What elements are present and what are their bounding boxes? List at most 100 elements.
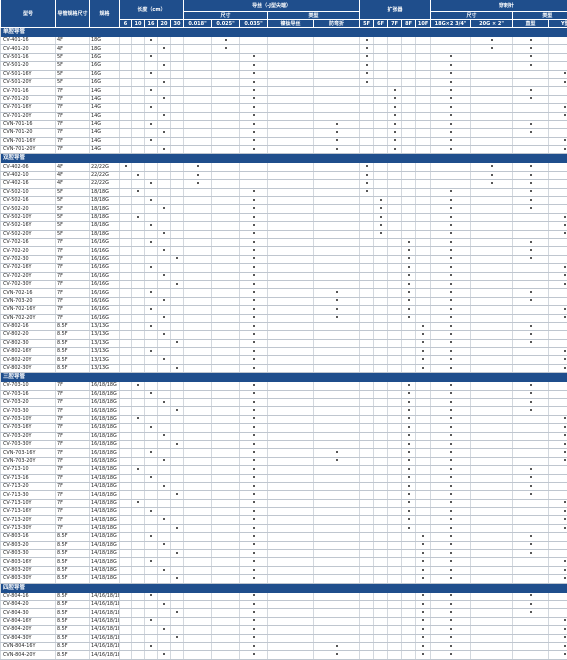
spec-cell [388, 482, 402, 490]
spec-cell [431, 137, 471, 145]
spec-cell [314, 642, 360, 650]
spec-cell [513, 364, 549, 372]
spec-cell [549, 550, 567, 558]
fr-cell: 7F [56, 272, 90, 280]
bullet-icon [150, 89, 152, 91]
spec-cell [184, 364, 212, 372]
spec-cell [171, 440, 184, 448]
model-cell: CV-703-20Y [1, 432, 56, 440]
bullet-icon [530, 543, 532, 545]
spec-cell [402, 171, 416, 179]
spec-cell [212, 566, 240, 574]
spec-cell [132, 382, 145, 390]
spec-cell [402, 524, 416, 532]
bullet-icon [408, 241, 410, 243]
bullet-icon [253, 55, 255, 57]
spec-cell [314, 137, 360, 145]
spec-cell [416, 78, 431, 86]
spec-cell [416, 255, 431, 263]
gauge-cell: 13/13G [90, 322, 120, 330]
spec-cell [360, 642, 374, 650]
spec-cell [120, 364, 132, 372]
spec-cell [171, 474, 184, 482]
spec-cell [360, 566, 374, 574]
fr-cell: 7F [56, 112, 90, 120]
bullet-icon [422, 611, 424, 613]
spec-cell [212, 466, 240, 474]
spec-cell [132, 129, 145, 137]
spec-cell [120, 314, 132, 322]
bullet-icon [450, 451, 452, 453]
spec-cell [402, 415, 416, 423]
spec-cell [314, 593, 360, 601]
spec-cell [184, 642, 212, 650]
spec-cell [374, 137, 388, 145]
spec-cell [549, 575, 567, 583]
bullet-icon [137, 468, 139, 470]
spec-cell [158, 171, 171, 179]
bullet-icon [394, 114, 396, 116]
spec-cell [549, 415, 567, 423]
spec-cell [388, 188, 402, 196]
spec-cell [132, 499, 145, 507]
bullet-icon [253, 72, 255, 74]
bullet-icon [564, 560, 566, 562]
spec-cell [240, 482, 268, 490]
bullet-icon [450, 308, 452, 310]
spec-cell [171, 407, 184, 415]
spec-cell [240, 601, 268, 609]
fr-cell: 7F [56, 238, 90, 246]
spec-cell [388, 382, 402, 390]
spec-cell [212, 87, 240, 95]
spec-cell [145, 104, 158, 112]
bullet-icon [380, 224, 382, 226]
spec-cell [240, 399, 268, 407]
bullet-icon [366, 182, 368, 184]
gauge-cell: 16/18/18G [90, 399, 120, 407]
spec-cell [145, 399, 158, 407]
spec-cell [360, 45, 374, 53]
spec-cell [171, 634, 184, 642]
spec-cell [158, 272, 171, 280]
spec-cell [171, 146, 184, 154]
spec-cell [212, 449, 240, 457]
header-len: 6 [120, 20, 132, 28]
bullet-icon [450, 148, 452, 150]
bullet-icon [422, 358, 424, 360]
spec-cell [120, 457, 132, 465]
bullet-icon [150, 139, 152, 141]
spec-cell [388, 197, 402, 205]
spec-cell [314, 37, 360, 45]
spec-cell [184, 382, 212, 390]
bullet-icon [450, 459, 452, 461]
spec-cell [388, 129, 402, 137]
section-title: 四腔导管 [1, 583, 567, 593]
bullet-icon [253, 299, 255, 301]
spec-cell [431, 197, 471, 205]
spec-cell [388, 45, 402, 53]
spec-cell [240, 314, 268, 322]
spec-cell [374, 331, 388, 339]
spec-cell [549, 508, 567, 516]
bullet-icon [564, 417, 566, 419]
spec-cell [132, 566, 145, 574]
spec-cell [158, 566, 171, 574]
spec-cell [549, 482, 567, 490]
spec-cell [549, 137, 567, 145]
spec-cell [240, 382, 268, 390]
bullet-icon [408, 493, 410, 495]
spec-cell [513, 651, 549, 659]
spec-cell [171, 642, 184, 650]
gauge-cell: 14G [90, 112, 120, 120]
spec-cell [374, 415, 388, 423]
spec-cell [240, 415, 268, 423]
spec-cell [388, 163, 402, 171]
spec-cell [184, 516, 212, 524]
spec-cell [268, 634, 314, 642]
model-cell: CV-702-16 [1, 238, 56, 246]
